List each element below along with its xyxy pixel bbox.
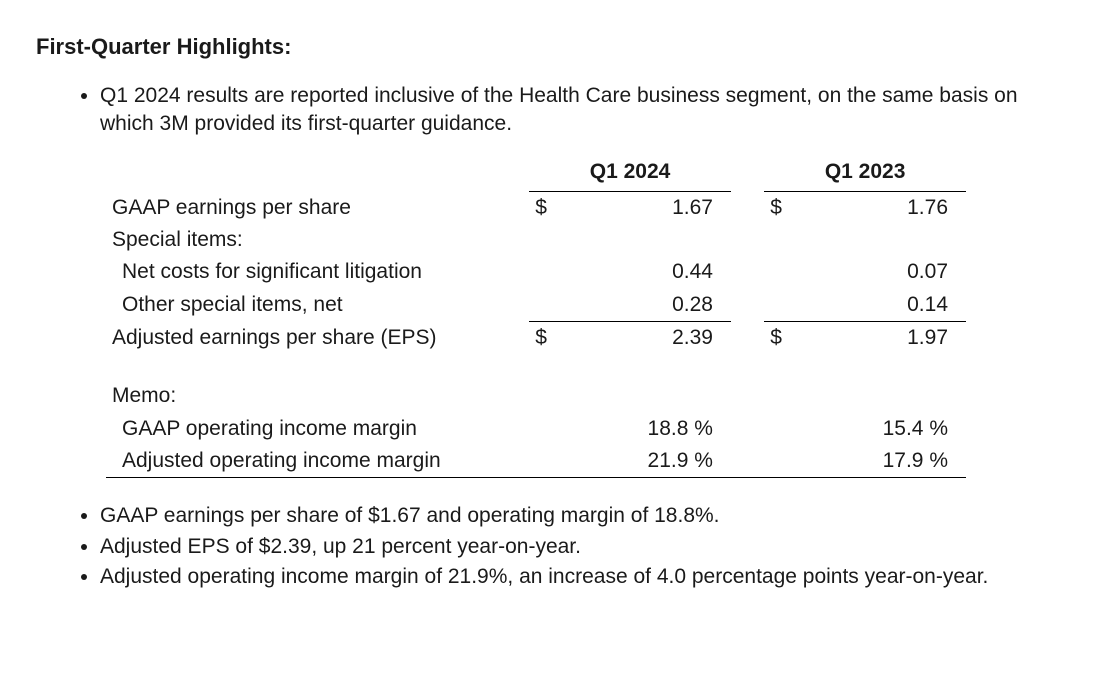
row-label: Adjusted earnings per share (EPS) bbox=[106, 322, 529, 355]
table-row: Other special items, net 0.28 0.14 bbox=[106, 289, 966, 322]
currency-symbol: $ bbox=[764, 322, 813, 355]
cell-value: 15.4 % bbox=[813, 413, 966, 445]
table-row: Adjusted earnings per share (EPS) $ 2.39… bbox=[106, 322, 966, 355]
row-label: GAAP operating income margin bbox=[106, 413, 529, 445]
cell-value: 1.76 bbox=[813, 191, 966, 224]
cell-value: 0.07 bbox=[813, 256, 966, 288]
cell-value: 17.9 % bbox=[813, 445, 966, 478]
row-label: Other special items, net bbox=[106, 289, 529, 322]
table-row: Adjusted operating income margin 21.9 % … bbox=[106, 445, 966, 478]
column-header: Q1 2023 bbox=[764, 156, 966, 191]
row-label: Net costs for significant litigation bbox=[106, 256, 529, 288]
cell-value: 18.8 % bbox=[578, 413, 731, 445]
spacer-row bbox=[106, 354, 966, 380]
table-row: GAAP operating income margin 18.8 % 15.4… bbox=[106, 413, 966, 445]
currency-symbol: $ bbox=[764, 191, 813, 224]
cell-value: 0.28 bbox=[578, 289, 731, 322]
section-title: First-Quarter Highlights: bbox=[36, 32, 1084, 62]
table-row: Net costs for significant litigation 0.4… bbox=[106, 256, 966, 288]
cell-value: 0.44 bbox=[578, 256, 731, 288]
cell-value: 1.67 bbox=[578, 191, 731, 224]
cell-value: 21.9 % bbox=[578, 445, 731, 478]
list-item: GAAP earnings per share of $1.67 and ope… bbox=[100, 502, 1084, 530]
currency-symbol: $ bbox=[529, 322, 578, 355]
table-row: Memo: bbox=[106, 380, 966, 412]
summary-bullet-list: GAAP earnings per share of $1.67 and ope… bbox=[36, 502, 1084, 591]
list-item: Adjusted operating income margin of 21.9… bbox=[100, 563, 1084, 591]
list-item: Adjusted EPS of $2.39, up 21 percent yea… bbox=[100, 533, 1084, 561]
table-header-row: Q1 2024 Q1 2023 bbox=[106, 156, 966, 191]
row-label: Special items: bbox=[106, 224, 529, 256]
memo-label: Memo: bbox=[106, 380, 529, 412]
intro-bullet: Q1 2024 results are reported inclusive o… bbox=[100, 82, 1084, 139]
financial-table: Q1 2024 Q1 2023 GAAP earnings per share … bbox=[106, 156, 966, 478]
cell-value: 2.39 bbox=[578, 322, 731, 355]
cell-value: 1.97 bbox=[813, 322, 966, 355]
cell-value: 0.14 bbox=[813, 289, 966, 322]
table-row: GAAP earnings per share $ 1.67 $ 1.76 bbox=[106, 191, 966, 224]
column-header: Q1 2024 bbox=[529, 156, 731, 191]
intro-bullet-list: Q1 2024 results are reported inclusive o… bbox=[36, 82, 1084, 139]
row-label: GAAP earnings per share bbox=[106, 191, 529, 224]
table-row: Special items: bbox=[106, 224, 966, 256]
row-label: Adjusted operating income margin bbox=[106, 445, 529, 478]
currency-symbol: $ bbox=[529, 191, 578, 224]
